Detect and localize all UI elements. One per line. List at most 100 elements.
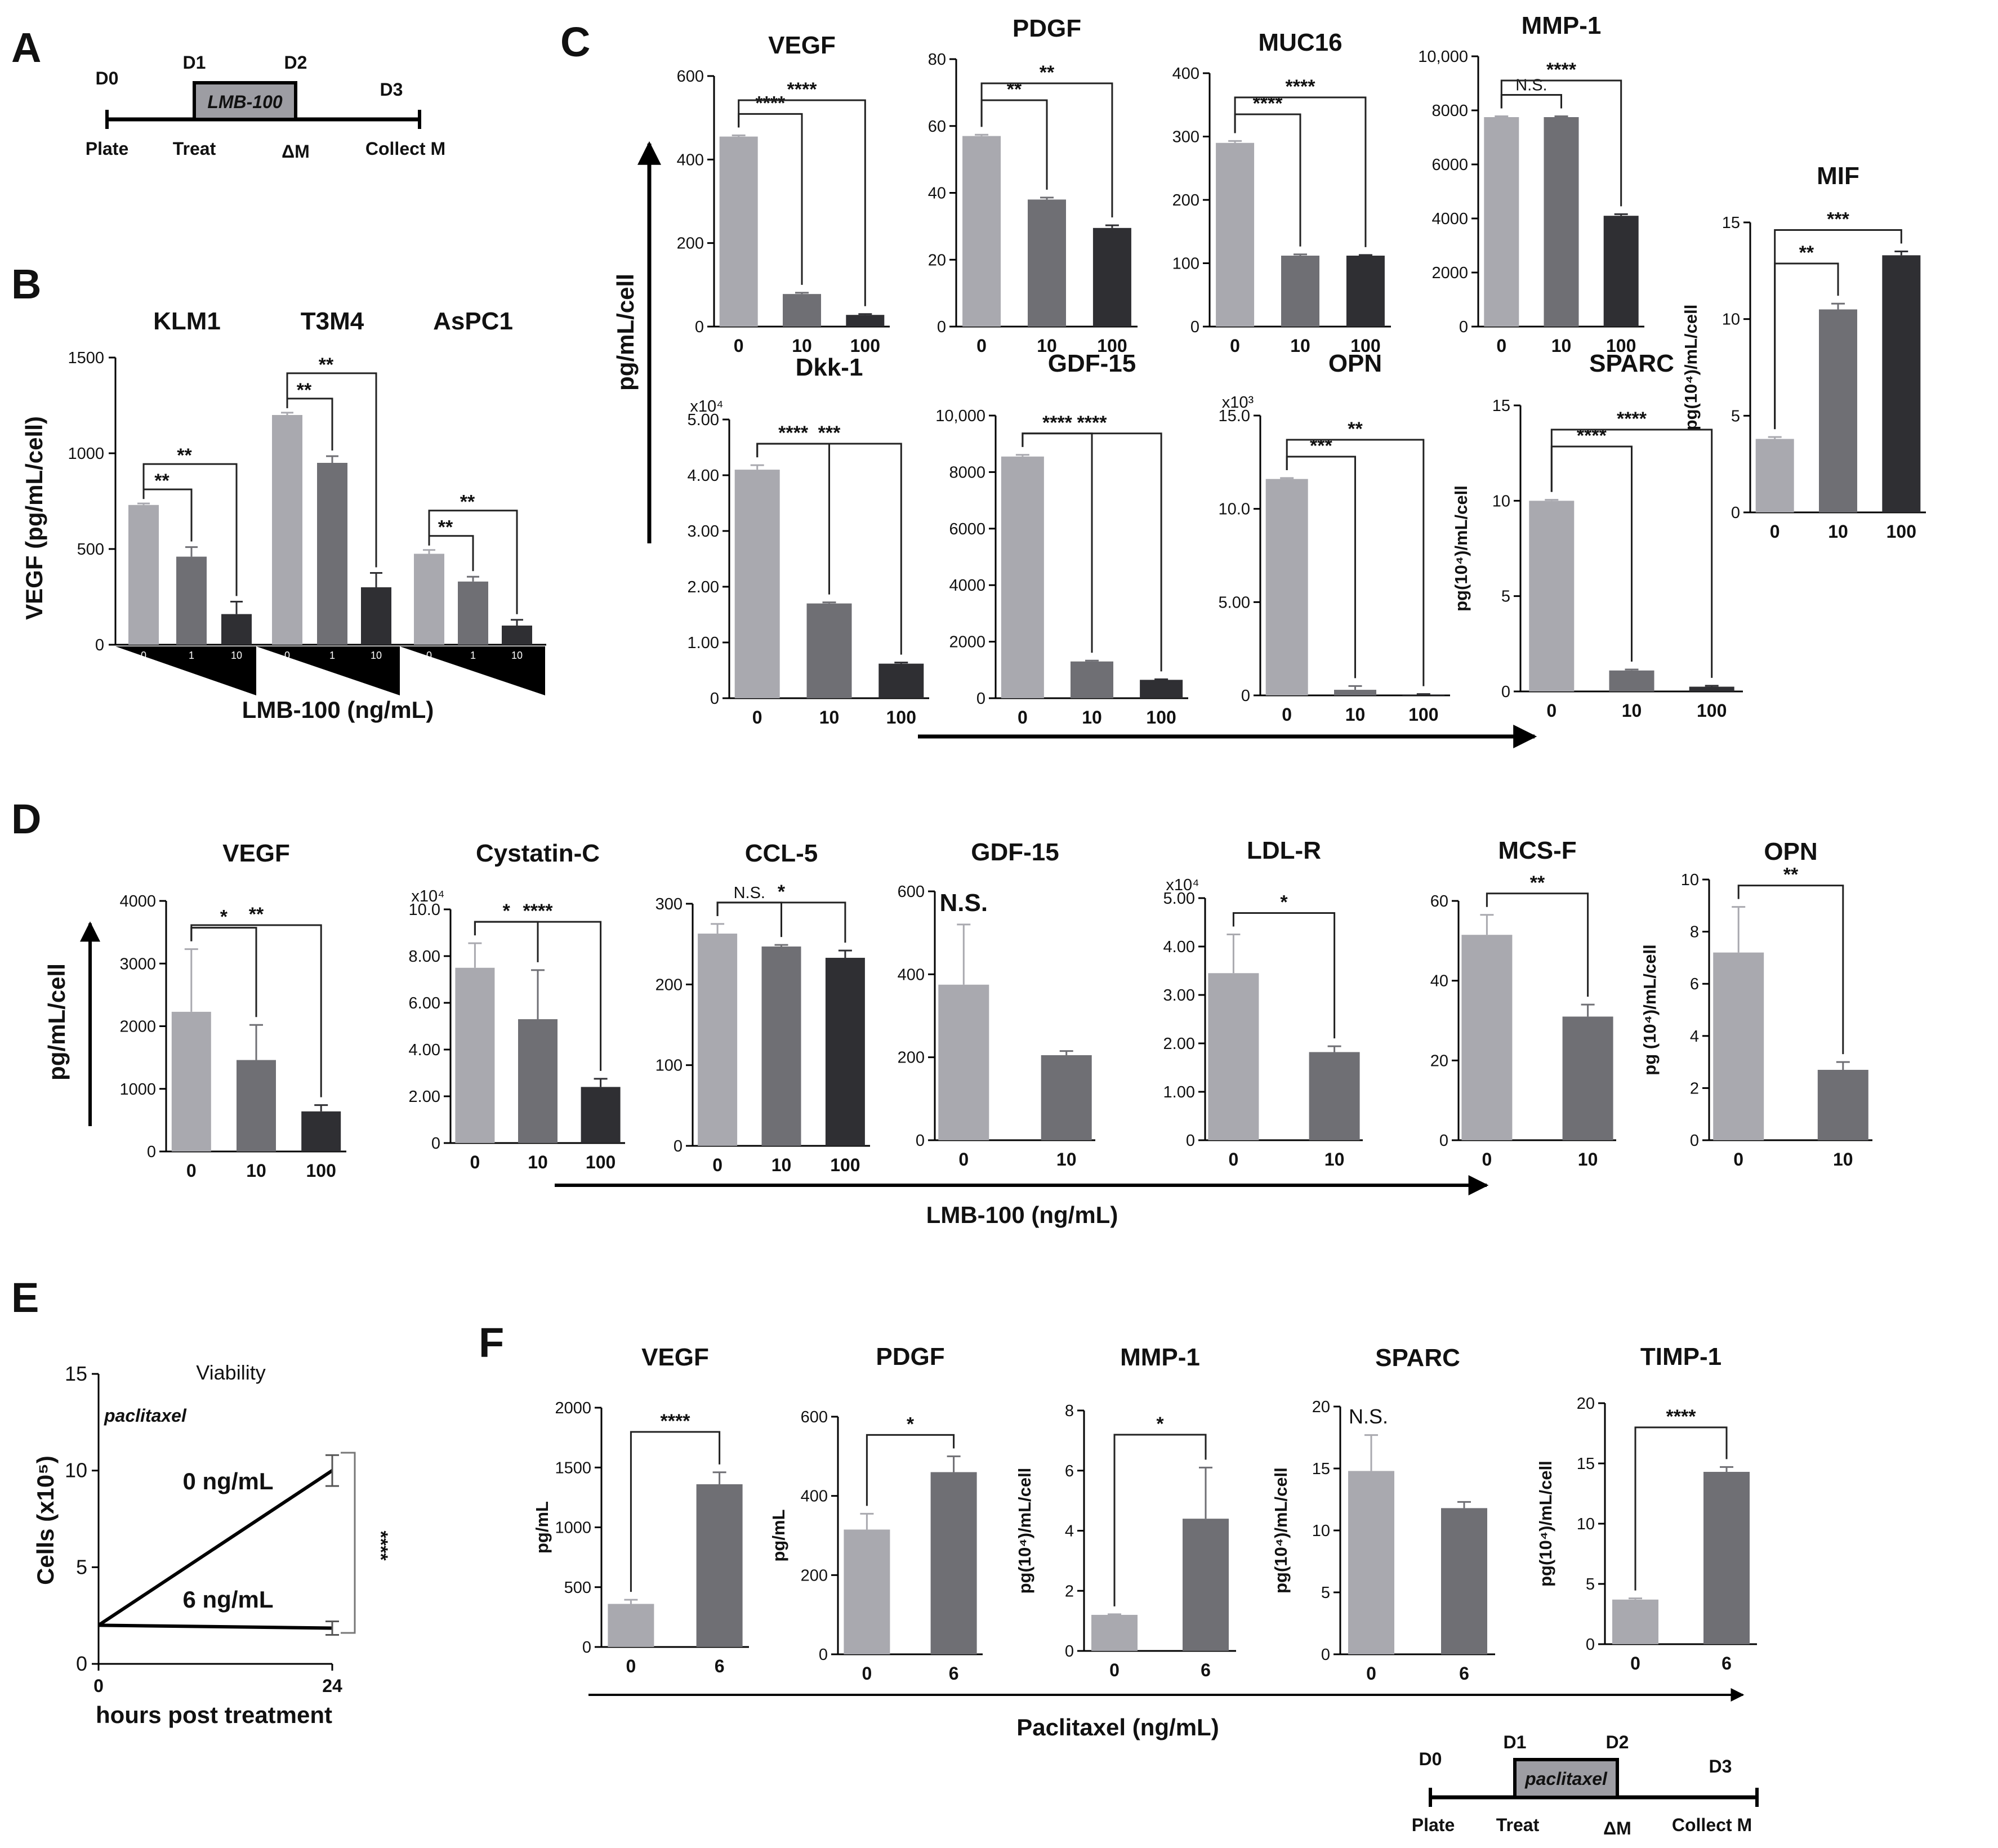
bar [1092, 227, 1131, 327]
bar [1609, 670, 1654, 691]
y-tick-label: 4 [1065, 1523, 1074, 1541]
y-tick-label: 8000 [949, 463, 985, 481]
y-tick-label: 1.00 [1163, 1083, 1195, 1101]
timeline-f-label-3: Collect M [1672, 1815, 1752, 1835]
y-tick-label: 3.00 [1163, 987, 1195, 1005]
chart-title: VEGF [768, 32, 836, 59]
bar [719, 136, 758, 327]
x-tick-label: 0 [752, 707, 762, 727]
chart-title: VEGF [641, 1343, 709, 1371]
y-tick-label: 1000 [119, 1081, 156, 1099]
chart-title: MUC16 [1258, 29, 1342, 56]
significance-label: **** [370, 1531, 391, 1561]
x-tick-label: 10 [1622, 700, 1642, 721]
bar [696, 1484, 743, 1647]
significance-bracket [738, 99, 866, 306]
bar [1544, 117, 1579, 327]
bar [301, 1111, 341, 1151]
chart-c-gdf-15: 0 2000 4000 6000 8000 10,000 GDF-15 0 10 100 **** *… [935, 350, 1188, 727]
significance-bracket [341, 1452, 356, 1634]
significance-label: ** [154, 470, 170, 492]
y-tick-label: 2.00 [688, 578, 719, 596]
chart-title: PDGF [1013, 15, 1081, 42]
y-tick-label: 0 [937, 318, 946, 336]
significance-bracket [716, 901, 782, 938]
significance-bracket [1113, 1434, 1207, 1606]
x-tick-label: 0 [1282, 704, 1292, 725]
significance-bracket [1737, 885, 1844, 1055]
x-tick-label: 0 [470, 1152, 480, 1172]
timeline-a-label-0: Plate [86, 139, 128, 159]
bar [1309, 1052, 1360, 1140]
y-tick-label: 300 [655, 895, 683, 913]
bar [846, 315, 885, 327]
y-multiplier: x10⁴ [411, 887, 444, 905]
y-tick-label: 5 [1321, 1584, 1330, 1602]
timeline-f-day-3: D3 [1709, 1756, 1732, 1776]
bar [1819, 309, 1857, 512]
bar [237, 1060, 276, 1151]
significance-label: * [503, 900, 511, 922]
significance-label: **** [1253, 93, 1283, 114]
bar [783, 294, 821, 327]
dose-label: 10 [371, 650, 382, 661]
significance-label: ** [1530, 872, 1545, 894]
x-tick-label: 0 [1018, 707, 1028, 727]
bar [1461, 935, 1513, 1140]
y-tick-label: 10 [1492, 492, 1510, 510]
bar [1441, 1508, 1487, 1654]
significance-label: **** [1286, 76, 1316, 97]
timeline-a-label-1: Treat [173, 139, 216, 159]
y-tick-label: 0 [1586, 1636, 1595, 1654]
x-tick-label: 100 [1146, 707, 1176, 727]
timeline-f-day-2: D2 [1606, 1732, 1629, 1752]
y-tick-label: 20 [1430, 1052, 1448, 1070]
x-tick-label: 100 [850, 336, 880, 356]
x-tick-label: 10 [528, 1152, 548, 1172]
chart-title: OPN [1764, 838, 1817, 865]
y-tick-label: 0 [674, 1137, 683, 1155]
y-tick-label: 4 [1690, 1028, 1699, 1046]
x-tick-label: 10 [1082, 707, 1102, 727]
bar [1208, 973, 1259, 1140]
y-tick-label: 2000 [555, 1399, 591, 1417]
y-tick-label: 6.00 [409, 994, 440, 1012]
chart-c-mmp-1: 0 2000 4000 6000 8000 10,000 MMP-1 0 10 100 N.S.**… [1418, 12, 1644, 356]
y-tick-label: 6 [1690, 975, 1699, 993]
panel-f-annotations: Paclitaxel (ng/mL) [588, 1688, 1745, 1740]
x-tick-label: 6 [1201, 1660, 1211, 1680]
y-tick-label: 2.00 [409, 1088, 440, 1106]
x-tick-label: 10 [1828, 521, 1848, 542]
y-tick-label: 6 [1065, 1462, 1074, 1480]
panel-b-dose-wedge-1 [115, 646, 256, 695]
y-tick-label: 15.0 [1219, 407, 1250, 425]
bar [1348, 1471, 1394, 1654]
y-tick-label: 200 [801, 1566, 828, 1584]
chart-title: SPARC [1375, 1344, 1460, 1372]
y-tick-label: 8 [1065, 1402, 1074, 1420]
x-tick-label: 0 [734, 336, 744, 356]
significance-label: *** [818, 422, 841, 444]
y-tick-label: 600 [677, 68, 704, 86]
y-tick-label: 2 [1690, 1079, 1699, 1097]
x-tick-label: 0 [1109, 1660, 1120, 1680]
y-tick-label: 15 [1722, 214, 1740, 232]
y-tick-label: 5 [1586, 1575, 1595, 1593]
series-line [97, 1469, 333, 1627]
y-tick-label: 80 [928, 51, 946, 69]
bar [1703, 1471, 1750, 1644]
timeline-f-drug-box [1513, 1758, 1619, 1799]
timeline-a-label-2: ΔM [282, 141, 310, 162]
significance-label: N.S. [1515, 77, 1547, 95]
y-tick-label: 0 [695, 318, 704, 336]
y-tick-label: 2000 [119, 1018, 156, 1036]
significance-label: ** [1348, 418, 1363, 440]
timeline-a: LMB-100 D0 D1 D2 D3 Plate Treat ΔM Colle… [86, 52, 445, 162]
x-tick-label: 10 [1056, 1149, 1077, 1169]
y-tick-label: 0 [1501, 683, 1510, 701]
x-tick-label: 0 [1230, 336, 1240, 356]
timeline-f-label-1: Treat [1496, 1815, 1540, 1835]
